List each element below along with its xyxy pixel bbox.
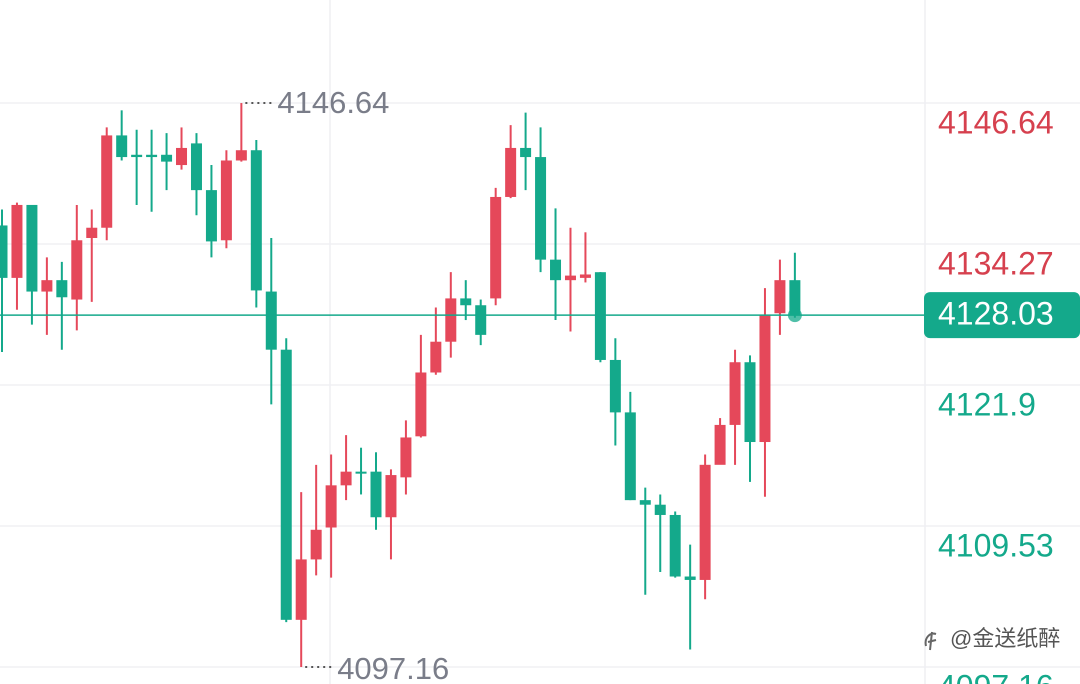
candle-body (11, 204, 23, 278)
candle-body (699, 464, 711, 580)
candle-body (579, 274, 591, 278)
candle-body (190, 143, 202, 191)
watermark-glyph (924, 631, 937, 651)
high-label: 4146.64 (277, 85, 389, 120)
y-tick-label: 4097.16 (938, 668, 1054, 684)
candle-body (220, 160, 232, 241)
candle-body (340, 471, 352, 486)
candle-body (624, 412, 636, 501)
candle-body (594, 272, 606, 360)
low-label: 4097.16 (337, 651, 449, 684)
candle-body (86, 227, 98, 238)
candle-body (445, 298, 457, 342)
candle-body (550, 259, 562, 281)
candle-body (400, 437, 412, 478)
candle-body (250, 150, 262, 291)
candle-body (176, 147, 188, 166)
candle-body (789, 280, 801, 316)
y-tick-label: 4146.64 (938, 104, 1054, 140)
candle-body (505, 147, 517, 197)
last-price-label: 4128.03 (938, 296, 1054, 332)
candle-body (669, 514, 681, 577)
last-price-badge (924, 292, 1080, 339)
y-tick-label: 4109.53 (938, 527, 1054, 563)
candle-body (684, 576, 696, 580)
candle-body (609, 359, 621, 413)
candle-body (161, 154, 173, 162)
last-price-dot (787, 308, 802, 323)
candle-body (460, 298, 472, 306)
watermark-icon (924, 631, 937, 651)
candle-body (56, 280, 68, 298)
candle-body (26, 204, 38, 292)
candle-body (520, 147, 532, 158)
candle-body (355, 471, 367, 474)
candle-body (774, 280, 786, 314)
candle-body (101, 135, 113, 228)
candle-body (0, 225, 8, 278)
candle-body (310, 529, 322, 560)
candle-body (146, 154, 158, 158)
watermark: @金送纸醉 (950, 626, 1060, 651)
candle-body (131, 154, 143, 158)
candle-body (714, 424, 726, 465)
candle-body (759, 315, 771, 443)
candle-body (265, 291, 277, 350)
candle-body (235, 150, 247, 161)
candle-body (639, 500, 651, 505)
candle-body (654, 504, 666, 515)
candle-body (535, 157, 547, 260)
candle-body (370, 471, 382, 518)
candle-body (41, 280, 53, 292)
candle-body (564, 275, 576, 281)
candle-body (490, 196, 502, 299)
candle-body (280, 349, 292, 620)
candle-body (729, 362, 741, 425)
candle-body (295, 559, 307, 620)
candle-body (71, 240, 83, 300)
y-tick-label: 4121.9 (938, 386, 1036, 422)
candle-body (744, 362, 756, 443)
candle-body (325, 485, 337, 528)
candles (0, 103, 801, 668)
candle-body (116, 135, 128, 158)
candle-body (385, 475, 397, 518)
candle-body (415, 372, 427, 437)
candle-body (430, 341, 442, 373)
candle-body (205, 190, 217, 242)
y-tick-label: 4134.27 (938, 245, 1054, 281)
candle-body (475, 305, 487, 335)
